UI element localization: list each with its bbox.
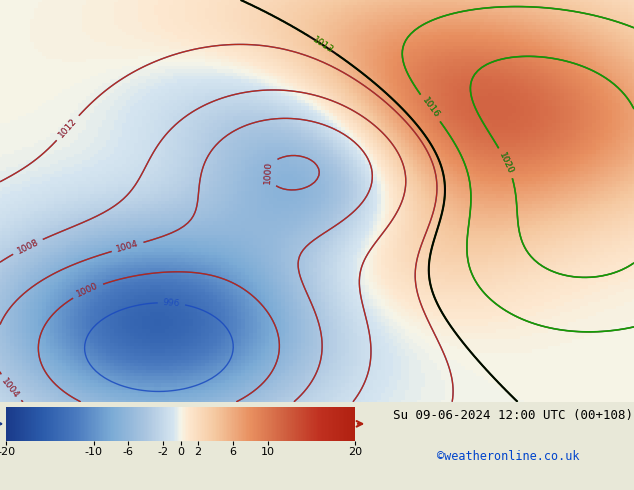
Text: 1013: 1013 [311, 35, 335, 55]
Text: 1020: 1020 [498, 150, 515, 175]
Text: 996: 996 [162, 298, 181, 308]
Text: 1008: 1008 [15, 237, 40, 256]
Text: 1004: 1004 [0, 376, 20, 400]
Text: 1008: 1008 [15, 237, 40, 256]
Text: 1000: 1000 [263, 160, 273, 184]
Text: 1000: 1000 [75, 281, 100, 299]
Text: 1016: 1016 [420, 96, 441, 120]
Text: 1000: 1000 [263, 160, 273, 184]
Text: 1020: 1020 [498, 150, 515, 175]
Text: Su 09-06-2024 12:00 UTC (00+108): Su 09-06-2024 12:00 UTC (00+108) [393, 409, 633, 422]
Text: 1004: 1004 [115, 240, 140, 254]
Text: 1016: 1016 [420, 96, 441, 120]
Text: 1012: 1012 [57, 117, 79, 140]
Text: 1004: 1004 [0, 376, 20, 400]
Text: 1020: 1020 [498, 150, 515, 175]
Text: 1004: 1004 [115, 240, 140, 254]
Text: 1012: 1012 [57, 117, 79, 140]
Text: 1016: 1016 [420, 96, 441, 120]
Text: SLP tendency [hPa] ECMWF: SLP tendency [hPa] ECMWF [6, 409, 198, 422]
Text: ©weatheronline.co.uk: ©weatheronline.co.uk [437, 450, 580, 464]
Text: 1013: 1013 [311, 35, 335, 55]
Text: 1000: 1000 [75, 281, 100, 299]
